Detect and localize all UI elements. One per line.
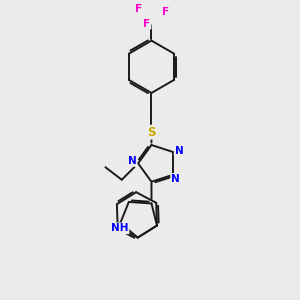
Text: N: N: [175, 146, 183, 155]
Text: F: F: [162, 7, 169, 17]
Text: S: S: [147, 126, 156, 139]
Text: F: F: [135, 4, 142, 14]
Text: F: F: [143, 19, 151, 29]
Text: N: N: [171, 174, 180, 184]
Text: NH: NH: [111, 223, 128, 233]
Text: N: N: [128, 156, 136, 166]
